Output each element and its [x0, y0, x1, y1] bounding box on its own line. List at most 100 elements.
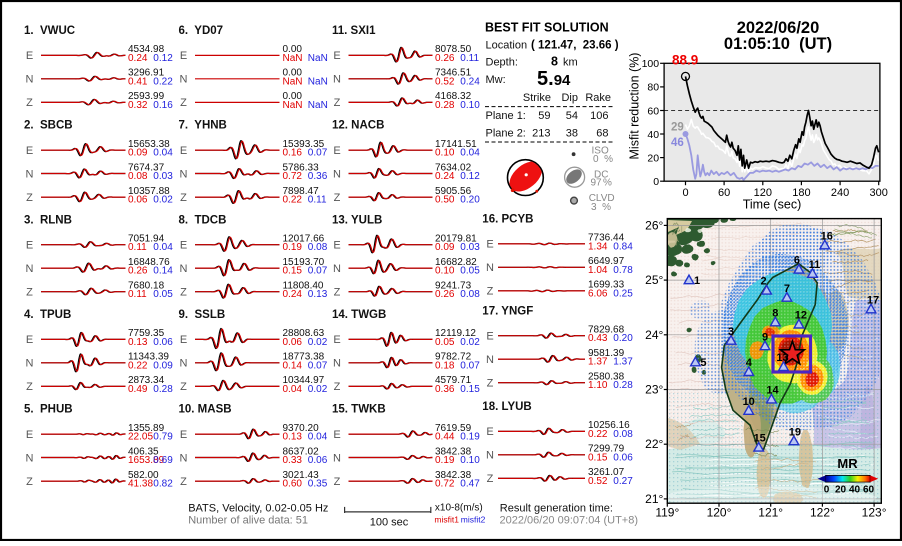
svg-text:0.43: 0.43 [588, 333, 608, 344]
svg-text:10: 10 [743, 396, 755, 408]
svg-text:213: 213 [532, 128, 550, 140]
svg-text:0.08: 0.08 [613, 429, 633, 440]
svg-text:N: N [26, 263, 34, 275]
svg-text:Z: Z [180, 192, 187, 204]
svg-text:11: 11 [809, 259, 821, 271]
svg-text:N: N [180, 452, 188, 464]
svg-text:9370.20: 9370.20 [283, 423, 320, 434]
svg-text:8637.02: 8637.02 [283, 446, 320, 457]
svg-text:17: 17 [867, 294, 879, 306]
svg-text:Z: Z [180, 476, 187, 488]
svg-text:22°: 22° [645, 437, 663, 451]
svg-text:N: N [333, 168, 341, 180]
svg-text:0.52: 0.52 [435, 76, 455, 87]
svg-text:Z: Z [26, 287, 33, 299]
svg-text:E: E [180, 334, 187, 346]
svg-text:0.44: 0.44 [435, 432, 455, 443]
svg-text:BATS, Velocity, 0.02-0.05 Hz: BATS, Velocity, 0.02-0.05 Hz [188, 503, 328, 515]
svg-text:12. NACB: 12. NACB [332, 120, 384, 132]
svg-text:N: N [180, 358, 188, 370]
svg-text:E: E [333, 334, 340, 346]
svg-text:3: 3 [728, 326, 734, 338]
svg-text:14. TWGB: 14. TWGB [332, 309, 386, 321]
svg-text:0.16: 0.16 [283, 148, 303, 159]
svg-text:0.27: 0.27 [613, 476, 633, 487]
svg-text:0.19: 0.19 [460, 432, 480, 443]
svg-text:misfit2: misfit2 [461, 514, 486, 524]
svg-text:7736.44: 7736.44 [588, 233, 625, 244]
svg-text:6.06: 6.06 [588, 288, 608, 299]
svg-text:N: N [333, 452, 341, 464]
svg-text:Z: Z [180, 287, 187, 299]
svg-text:E: E [26, 334, 33, 346]
svg-text:Plane 1:: Plane 1: [486, 110, 526, 122]
svg-text:0.06: 0.06 [283, 337, 303, 348]
svg-text:N: N [26, 74, 34, 86]
svg-text:1653.89: 1653.89 [128, 455, 165, 466]
svg-text:Location: Location [486, 40, 528, 52]
svg-text:misfit1: misfit1 [434, 514, 459, 524]
svg-text:E: E [333, 50, 340, 62]
svg-text:5.94: 5.94 [537, 68, 571, 90]
svg-text:NaN: NaN [308, 76, 328, 87]
svg-text:0.08: 0.08 [128, 171, 148, 182]
svg-text:7680.18: 7680.18 [128, 281, 165, 292]
svg-text:0 %: 0 % [593, 154, 613, 165]
svg-text:E: E [333, 145, 340, 157]
svg-text:0.07: 0.07 [308, 266, 328, 277]
svg-text:0.10: 0.10 [435, 266, 455, 277]
svg-text:NaN: NaN [308, 53, 328, 64]
svg-text:4534.98: 4534.98 [128, 44, 165, 55]
svg-text:1.04: 1.04 [588, 265, 608, 276]
svg-text:0.49: 0.49 [128, 384, 148, 395]
svg-text:9581.39: 9581.39 [588, 348, 625, 359]
svg-text:0.79: 0.79 [153, 432, 173, 443]
svg-text:0.72: 0.72 [283, 171, 303, 182]
svg-text:0.06: 0.06 [128, 195, 148, 206]
svg-text:0.84: 0.84 [613, 241, 633, 252]
svg-text:0.14: 0.14 [283, 360, 303, 371]
svg-text:1355.89: 1355.89 [128, 423, 165, 434]
svg-text:59: 59 [538, 110, 550, 122]
svg-text:5: 5 [700, 357, 706, 369]
svg-text:0.05: 0.05 [460, 266, 480, 277]
svg-text:0.04: 0.04 [153, 148, 173, 159]
svg-text:0.26: 0.26 [128, 266, 148, 277]
svg-text:0.05: 0.05 [435, 337, 455, 348]
svg-text:Misfit reduction (%): Misfit reduction (%) [628, 53, 642, 160]
svg-text:0.52: 0.52 [588, 476, 608, 487]
svg-text:0.26: 0.26 [435, 53, 455, 64]
svg-text:100 sec: 100 sec [370, 517, 409, 529]
svg-text:0.50: 0.50 [435, 195, 455, 206]
svg-text:N: N [26, 168, 34, 180]
svg-text:Strike: Strike [523, 92, 551, 104]
svg-text:DC: DC [594, 169, 608, 180]
svg-text:E: E [333, 240, 340, 252]
svg-text:0.19: 0.19 [283, 242, 303, 253]
svg-text:2: 2 [761, 276, 767, 288]
svg-text:7051.94: 7051.94 [128, 234, 165, 245]
svg-text:BEST FIT SOLUTION: BEST FIT SOLUTION [485, 21, 609, 35]
svg-text:2593.99: 2593.99 [128, 91, 165, 102]
svg-text:18773.38: 18773.38 [283, 352, 325, 363]
svg-text:0.02: 0.02 [308, 337, 328, 348]
svg-text:Dip: Dip [561, 92, 578, 104]
svg-text:0.18: 0.18 [435, 360, 455, 371]
svg-text:0.15: 0.15 [460, 384, 480, 395]
svg-text:0.24: 0.24 [435, 171, 455, 182]
svg-text:40: 40 [647, 129, 659, 141]
svg-text:17. YNGF: 17. YNGF [482, 305, 533, 317]
svg-text:9. SSLB: 9. SSLB [179, 309, 226, 321]
svg-text:25°: 25° [645, 273, 663, 287]
svg-text:0.24: 0.24 [128, 53, 148, 64]
svg-text:1.10: 1.10 [588, 380, 608, 391]
svg-text:Z: Z [334, 381, 341, 393]
svg-text:15: 15 [754, 433, 766, 445]
svg-text:0.28: 0.28 [153, 384, 173, 395]
svg-text:100: 100 [642, 58, 660, 70]
svg-text:582.00: 582.00 [128, 470, 159, 481]
svg-text:0.78: 0.78 [613, 265, 633, 276]
svg-text:Rake: Rake [585, 92, 611, 104]
svg-text:38: 38 [566, 128, 578, 140]
svg-text:3 %: 3 % [591, 202, 611, 213]
